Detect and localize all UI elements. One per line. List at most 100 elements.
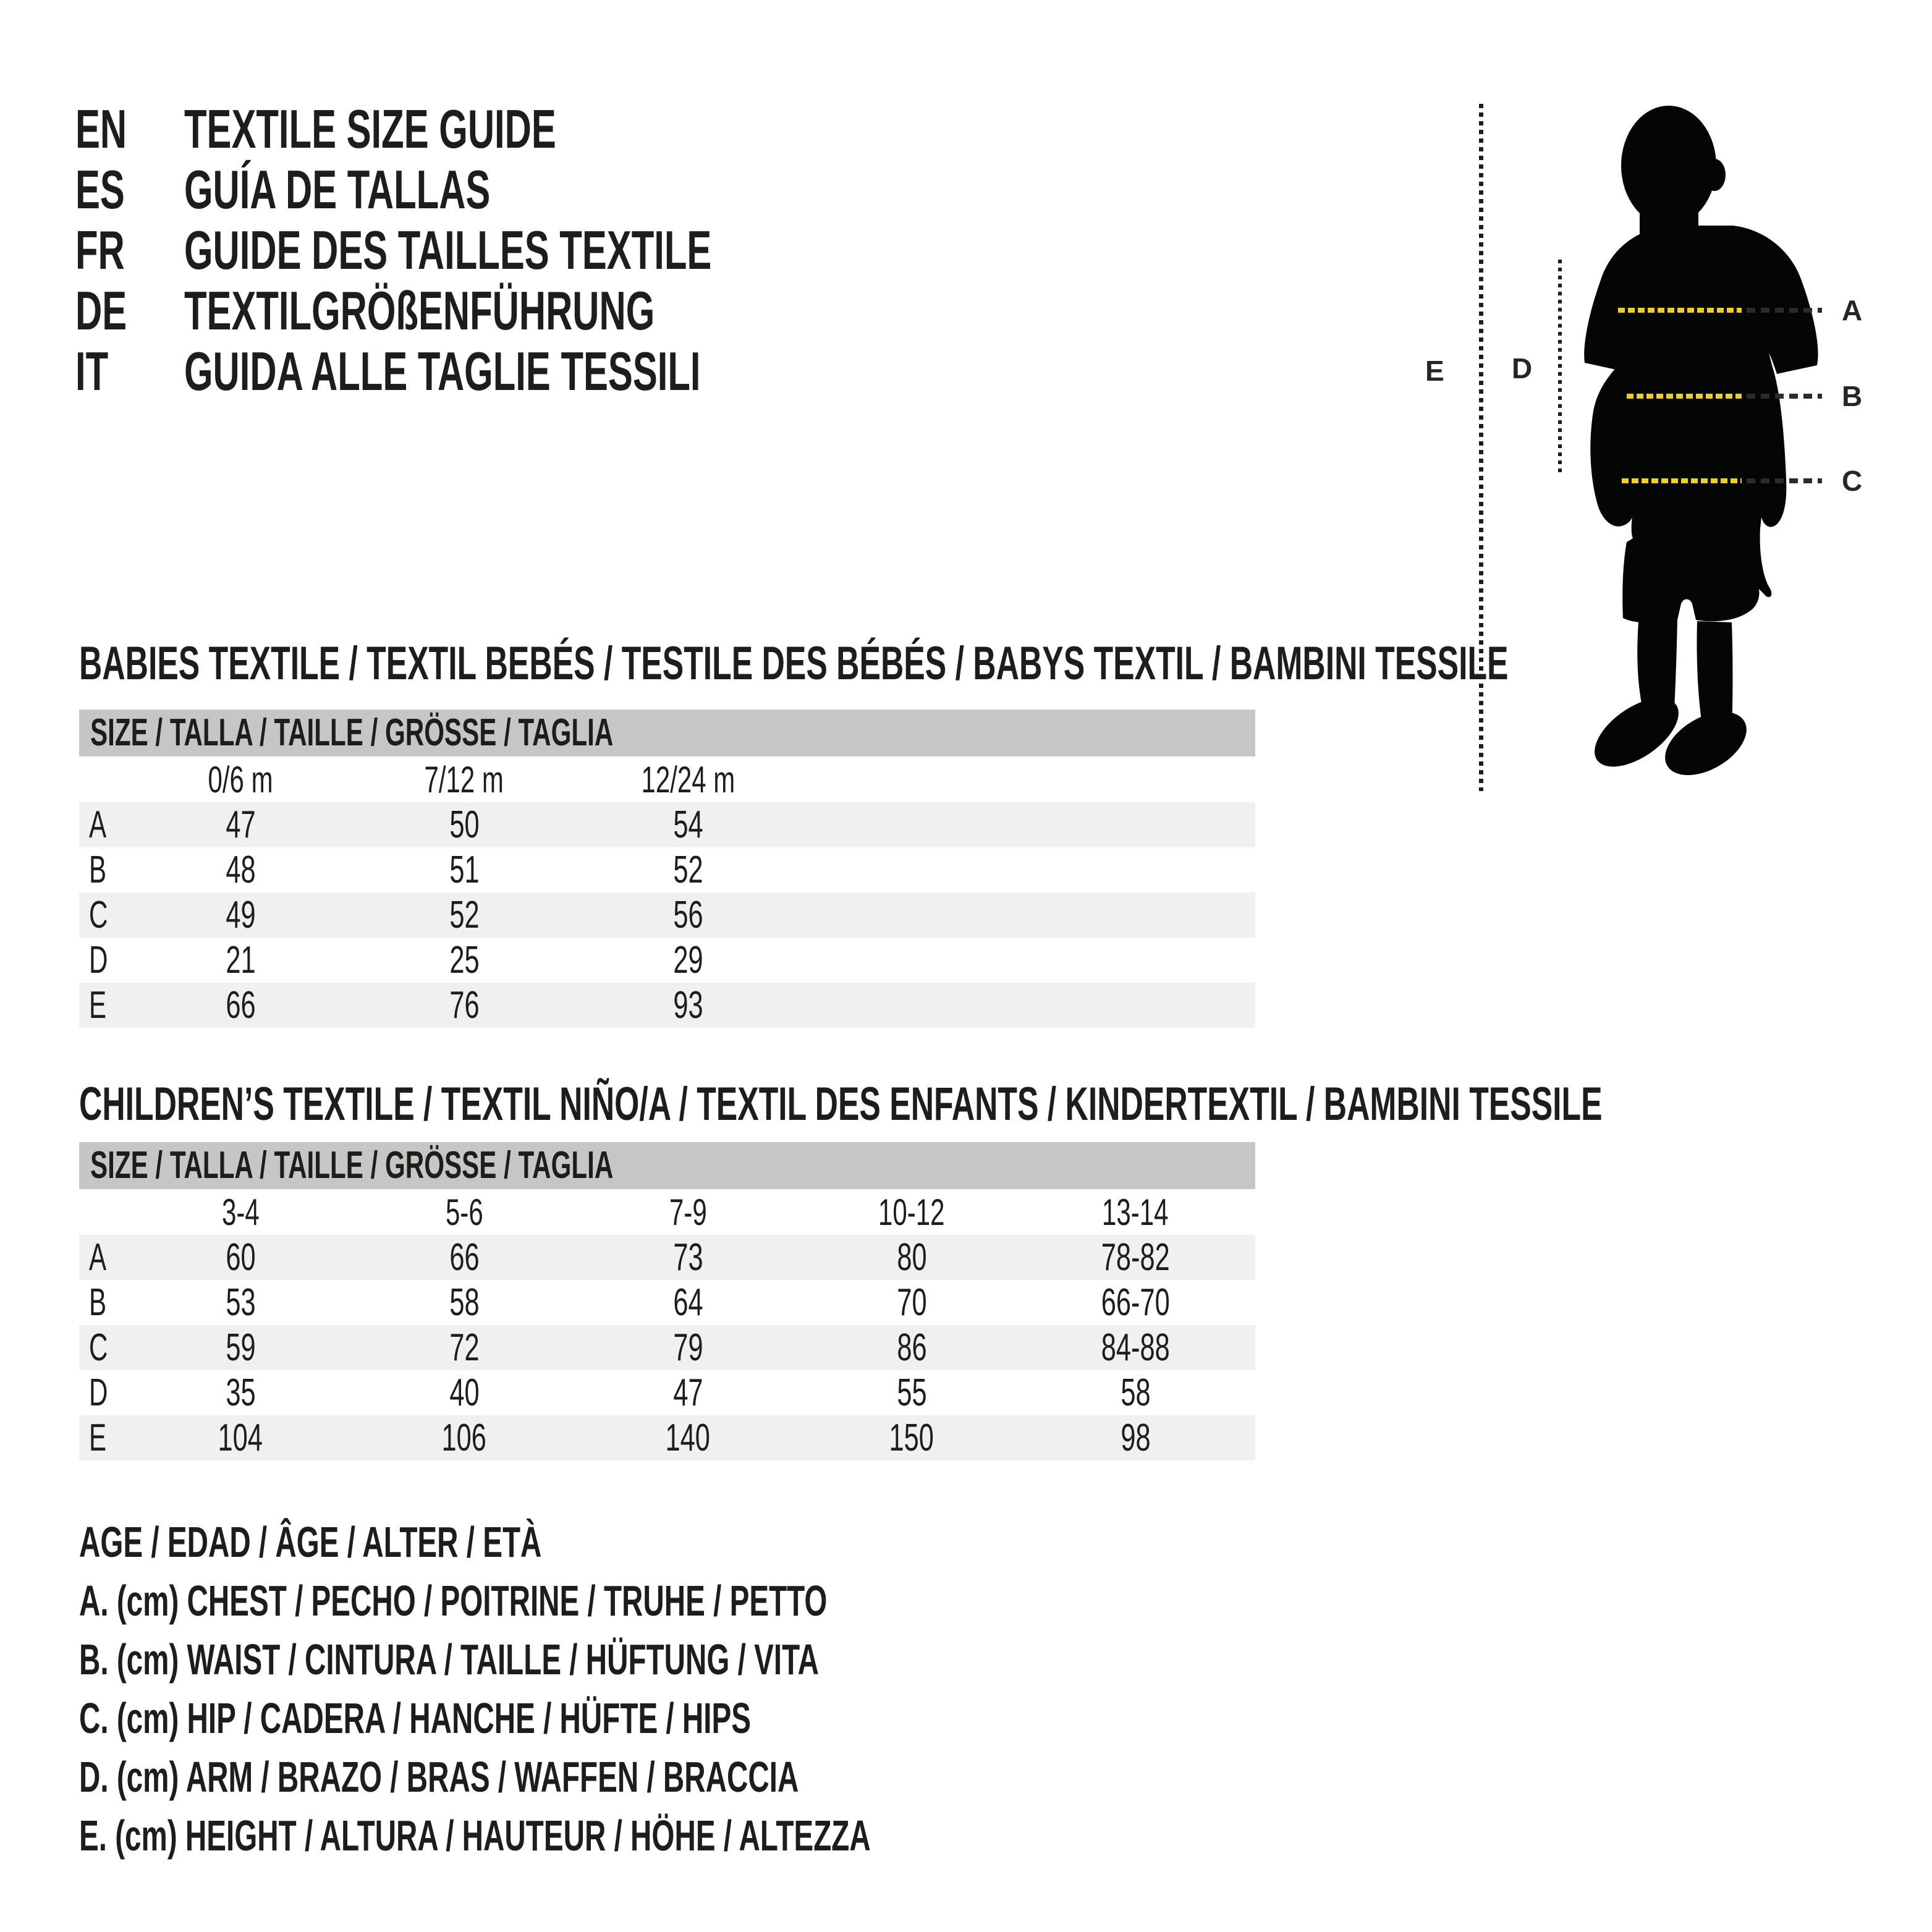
column-header: 7/12 m (424, 758, 504, 800)
size-value: 78-82 (1101, 1236, 1170, 1279)
size-value: 51 (449, 849, 480, 891)
children-section-title: CHILDREN’S TEXTILE / TEXTIL NIÑO/A / TEX… (79, 1078, 1603, 1130)
language-row-fr: FR GUIDE DES TAILLES TEXTILE (75, 220, 960, 281)
legend-waist-line: B. (cm) WAIST / CINTURA / TAILLE / HÜFTU… (79, 1635, 820, 1684)
column-header: 13-14 (1102, 1191, 1169, 1233)
legend-age-line: AGE / EDAD / ÂGE / ALTER / ETÀ (79, 1518, 542, 1566)
measure-label-e: E (1425, 355, 1444, 387)
guide-title-de: TEXTILGRÖßENFÜHRUNG (184, 280, 655, 341)
size-value: 47 (672, 1371, 703, 1414)
language-code: IT (75, 341, 109, 402)
row-label: D (89, 939, 108, 981)
table-header-bar: SIZE / TALLA / TAILLE / GRÖSSE / TAGLIA (79, 1142, 1255, 1189)
language-code: DE (75, 280, 127, 341)
guide-title-it: GUIDA ALLE TAGLIE TESSILI (184, 341, 701, 402)
babies-section-title: BABIES TEXTILE / TEXTIL BEBÉS / TESTILE … (79, 637, 1509, 690)
size-value: 80 (896, 1236, 927, 1279)
size-value: 56 (672, 894, 703, 936)
hip-line-yellow-dashes (1622, 478, 1742, 483)
height-measure-dotted-line (1479, 104, 1483, 791)
babies-size-table: SIZE / TALLA / TAILLE / GRÖSSE / TAGLIA … (79, 710, 1255, 1028)
legend-height-line: E. (cm) HEIGHT / ALTURA / HAUTEUR / HÖHE… (79, 1811, 871, 1860)
language-code: ES (75, 159, 125, 220)
size-value: 50 (449, 803, 480, 846)
measure-label-c: C (1842, 465, 1863, 497)
measure-label-a: A (1842, 294, 1863, 326)
column-header: 5-6 (445, 1191, 483, 1233)
chest-line-yellow-dashes (1618, 308, 1742, 313)
measure-label-d: D (1512, 352, 1533, 384)
column-header-row: 3-4 5-6 7-9 10-12 13-14 (79, 1189, 1255, 1235)
chest-line-dark-dashes (1747, 308, 1822, 313)
table-row: B 53 58 64 70 66-70 (79, 1280, 1255, 1325)
column-header: 3-4 (221, 1191, 260, 1233)
row-label: C (89, 894, 108, 936)
row-label: B (89, 1281, 107, 1324)
size-value: 79 (672, 1326, 703, 1369)
row-label: A (89, 803, 107, 846)
size-value: 60 (225, 1236, 256, 1279)
language-title-list: EN TEXTILE SIZE GUIDE ES GUÍA DE TALLAS … (75, 99, 960, 402)
size-value: 84-88 (1101, 1326, 1170, 1369)
row-label: A (89, 1236, 107, 1279)
row-label: D (89, 1371, 108, 1414)
legend-arm-line: D. (cm) ARM / BRAZO / BRAS / WAFFEN / BR… (79, 1753, 799, 1801)
size-value: 98 (1120, 1417, 1151, 1459)
size-value: 53 (225, 1281, 256, 1324)
guide-title-en: TEXTILE SIZE GUIDE (184, 98, 557, 159)
size-value: 29 (672, 939, 703, 981)
row-label: C (89, 1326, 108, 1369)
size-value: 73 (672, 1236, 703, 1279)
row-label: E (89, 1417, 107, 1459)
table-row: B 48 51 52 (79, 847, 1255, 892)
size-value: 49 (225, 894, 256, 936)
size-value: 72 (449, 1326, 480, 1369)
row-label: E (89, 984, 107, 1027)
arm-measure-dotted-line (1558, 260, 1562, 475)
column-header: 10-12 (878, 1191, 945, 1233)
size-value: 47 (225, 803, 256, 846)
size-value: 66 (225, 984, 256, 1027)
size-value: 106 (441, 1417, 487, 1459)
table-row: C 49 52 56 (79, 892, 1255, 938)
waist-line-yellow-dashes (1627, 394, 1742, 399)
measurement-legend: AGE / EDAD / ÂGE / ALTER / ETÀ A. (cm) C… (79, 1513, 1243, 1865)
table-row: D 21 25 29 (79, 938, 1255, 983)
size-value: 86 (896, 1326, 927, 1369)
guide-title-fr: GUIDE DES TAILLES TEXTILE (184, 219, 712, 281)
column-header: 12/24 m (641, 758, 735, 800)
table-row: D 35 40 47 55 58 (79, 1370, 1255, 1415)
size-value: 66 (449, 1236, 480, 1279)
size-value: 54 (672, 803, 703, 846)
column-header: 7-9 (669, 1191, 707, 1233)
waist-line-dark-dashes (1747, 394, 1822, 399)
size-value: 48 (225, 849, 256, 891)
table-row: E 104 106 140 150 98 (79, 1415, 1255, 1460)
language-code: FR (75, 219, 125, 281)
size-value: 52 (449, 894, 480, 936)
row-label: B (89, 849, 107, 891)
column-header-row: 0/6 m 7/12 m 12/24 m (79, 756, 1255, 802)
guide-title-es: GUÍA DE TALLAS (184, 159, 491, 220)
language-row-it: IT GUIDA ALLE TAGLIE TESSILI (75, 341, 960, 402)
table-header-bar: SIZE / TALLA / TAILLE / GRÖSSE / TAGLIA (79, 710, 1255, 756)
size-value: 25 (449, 939, 480, 981)
size-value: 40 (449, 1371, 480, 1414)
legend-hip-line: C. (cm) HIP / CADERA / HANCHE / HÜFTE / … (79, 1694, 751, 1742)
size-value: 58 (1120, 1371, 1151, 1414)
size-value: 93 (672, 984, 703, 1027)
table-row: A 47 50 54 (79, 802, 1255, 847)
size-value: 64 (672, 1281, 703, 1324)
table-row: C 59 72 79 86 84-88 (79, 1325, 1255, 1370)
size-value: 76 (449, 984, 480, 1027)
child-silhouette (1584, 106, 1818, 776)
language-row-es: ES GUÍA DE TALLAS (75, 159, 960, 220)
language-code: EN (75, 98, 127, 159)
size-value: 59 (225, 1326, 256, 1369)
measure-label-b: B (1842, 380, 1863, 412)
children-size-table: SIZE / TALLA / TAILLE / GRÖSSE / TAGLIA … (79, 1142, 1255, 1460)
table-row: E 66 76 93 (79, 983, 1255, 1028)
language-row-en: EN TEXTILE SIZE GUIDE (75, 99, 960, 159)
size-value: 52 (672, 849, 703, 891)
legend-chest-line: A. (cm) CHEST / PECHO / POITRINE / TRUHE… (79, 1577, 828, 1625)
